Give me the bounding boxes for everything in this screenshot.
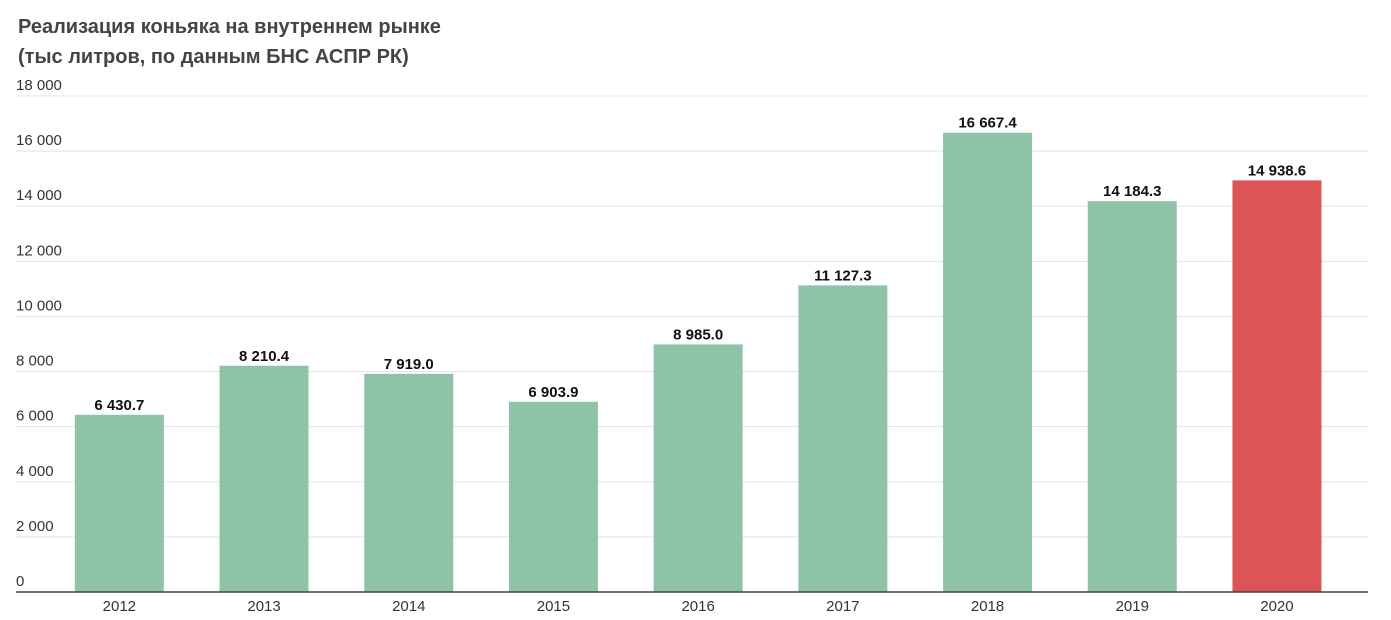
data-labels: 6 430.7 8 210.4 7 919.0 6 903.9 8 985.0 11 12…: [94, 115, 1306, 414]
x-tick-label-2015: 2015: [537, 598, 570, 615]
bar-2013: [219, 365, 309, 592]
data-label-2019: 14 184.3: [1103, 183, 1161, 200]
y-tick-label: 14 000: [16, 187, 62, 204]
y-tick-label: 4 000: [16, 463, 54, 480]
chart-title: Реализация коньяка на внутреннем рынке: [18, 16, 441, 38]
y-tick-label: 0: [16, 573, 24, 590]
x-tick-label-2019: 2019: [1116, 598, 1149, 615]
bar-2012: [74, 414, 164, 592]
x-axis-ticks: 2012 2013 2014 2015 2016 2017 2018 2019 2020: [103, 598, 1294, 615]
data-label-2020: 14 938.6: [1248, 162, 1306, 179]
x-tick-label-2017: 2017: [826, 598, 859, 615]
bar-2019: [1087, 201, 1177, 592]
bar-2014: [364, 373, 454, 592]
x-tick-label-2020: 2020: [1260, 598, 1293, 615]
data-label-2015: 6 903.9: [528, 384, 578, 401]
x-tick-label-2014: 2014: [392, 598, 425, 615]
data-label-2018: 16 667.4: [958, 115, 1017, 132]
data-label-2013: 8 210.4: [239, 348, 290, 365]
y-axis-ticks: 0 2 000 4 000 6 000 8 000 10 000 12 000 14 000 1…: [16, 77, 62, 590]
y-tick-label: 18 000: [16, 77, 62, 94]
y-tick-label: 12 000: [16, 242, 62, 259]
x-tick-label-2013: 2013: [247, 598, 280, 615]
x-tick-label-2016: 2016: [681, 598, 714, 615]
chart-subtitle: (тыс литров, по данным БНС АСПР РК): [18, 46, 409, 68]
chart-title-block: Реализация коньяка на внутреннем рынке (…: [18, 12, 918, 72]
bar-2017: [798, 285, 888, 592]
y-tick-label: 16 000: [16, 132, 62, 149]
x-tick-label-2012: 2012: [103, 598, 136, 615]
bar-2020: [1232, 180, 1322, 592]
y-tick-label: 10 000: [16, 297, 62, 314]
data-label-2016: 8 985.0: [673, 326, 723, 343]
data-label-2017: 11 127.3: [814, 267, 872, 284]
bars: [74, 132, 1322, 593]
y-tick-label: 6 000: [16, 408, 54, 425]
bar-2018: [943, 132, 1033, 593]
bar-2016: [653, 344, 743, 592]
data-label-2014: 7 919.0: [384, 356, 434, 373]
y-tick-label: 2 000: [16, 518, 54, 535]
data-label-2012: 6 430.7: [94, 397, 144, 414]
bar-2015: [508, 401, 598, 592]
x-tick-label-2018: 2018: [971, 598, 1004, 615]
y-tick-label: 8 000: [16, 353, 54, 370]
